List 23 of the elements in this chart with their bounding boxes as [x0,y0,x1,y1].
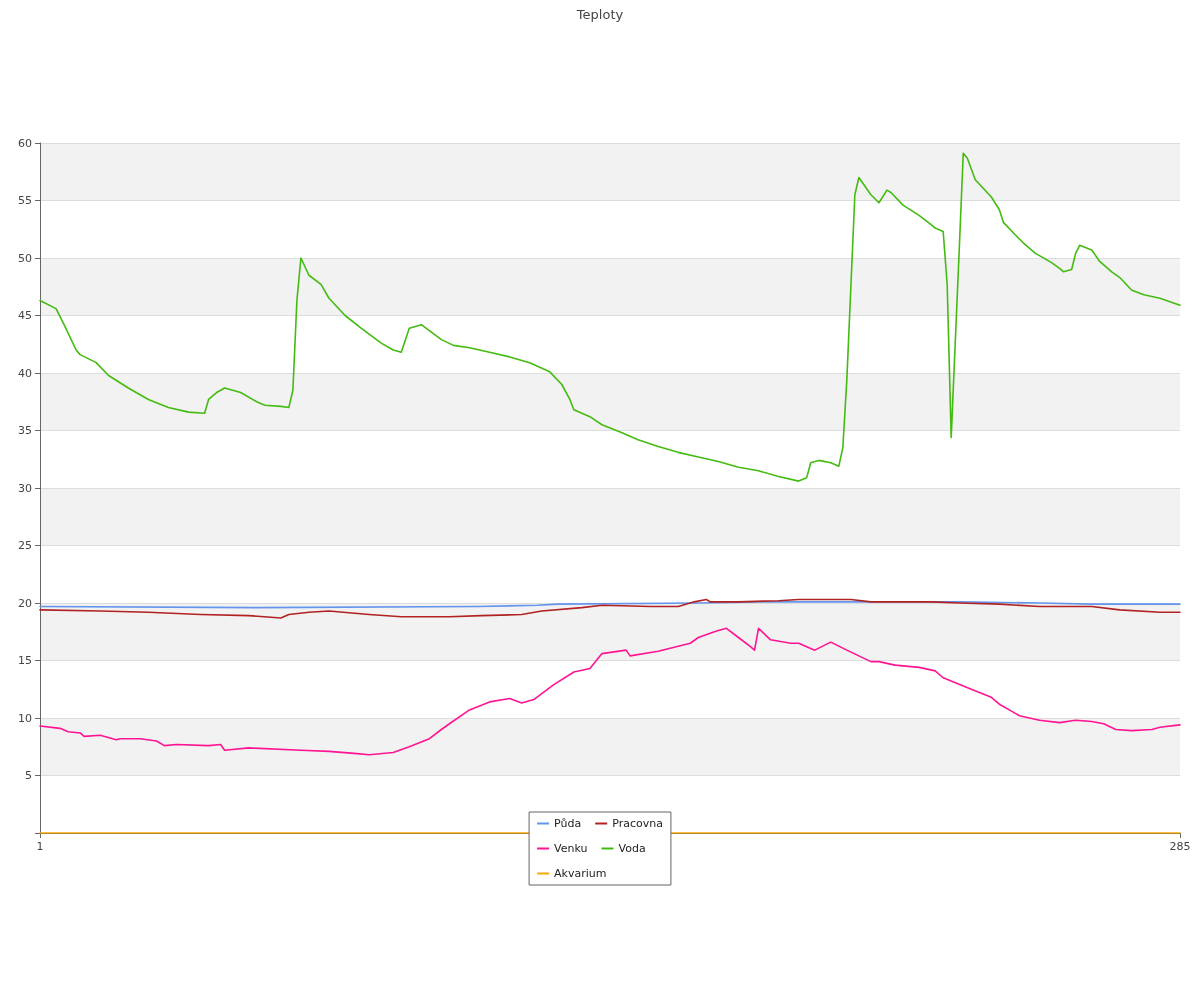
y-tick-label: 55 [18,194,32,207]
y-tick-label: 20 [18,596,32,610]
line-series [39,598,1181,619]
chart-title: Teploty [575,7,624,22]
x-tick-label: 285 [1169,840,1191,853]
y-tick-label: 60 [18,136,32,150]
legend-label: Půda [554,817,582,830]
y-tick-label: 15 [18,654,32,667]
legend-label: Akvarium [554,867,607,880]
y-tick-label: 50 [18,251,32,265]
y-tick-label: 5 [25,769,32,782]
y-tick-label: 45 [18,309,32,322]
y-tick-label: 40 [18,366,32,380]
legend-label: Pracovna [612,817,663,830]
legend-label: Venku [554,842,588,855]
y-tick-label: 35 [18,424,32,437]
x-tick-label: 1 [36,840,44,853]
line-series [39,627,1181,756]
legend-label: Voda [618,842,646,855]
line-series [39,152,1181,482]
y-tick-label: 30 [18,481,32,495]
y-tick-label: 25 [18,539,32,552]
y-tick-label: 10 [18,711,32,725]
